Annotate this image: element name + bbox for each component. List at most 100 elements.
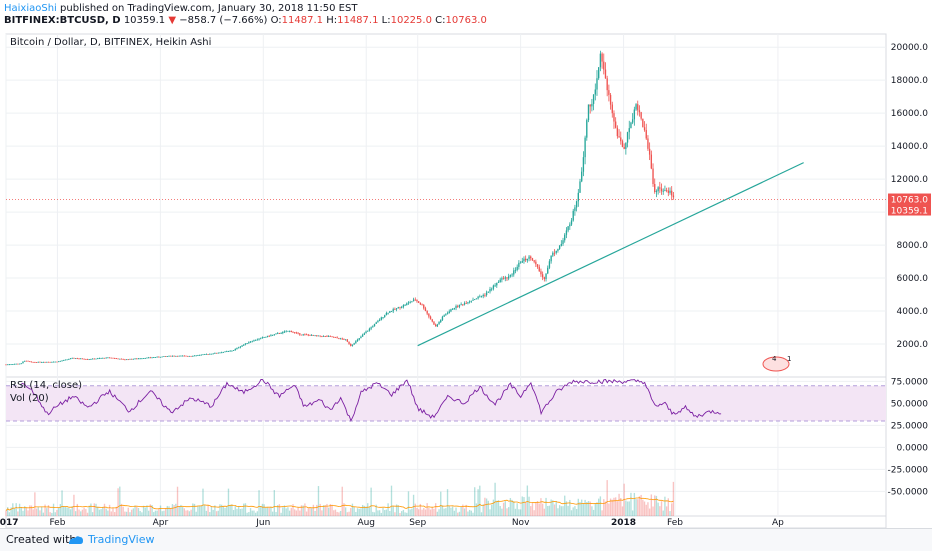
volume-bar <box>604 501 607 516</box>
volume-bar <box>185 510 187 516</box>
volume-bar <box>287 507 289 516</box>
volume-bar <box>550 499 552 516</box>
indicator-axis[interactable]: 75.0000 50.0000 25.0000 0.0000 -25.0000 -50.0… <box>888 377 929 497</box>
candle <box>122 358 124 360</box>
volume-bar <box>187 510 189 516</box>
volume-bar <box>558 505 561 516</box>
volume-bar <box>589 501 591 516</box>
volume-bar <box>156 510 158 516</box>
volume-bar <box>159 505 162 516</box>
volume-bar <box>662 510 664 516</box>
volume-bar <box>85 509 87 516</box>
candle <box>664 190 666 191</box>
volume-bar <box>626 501 629 516</box>
volume-bar <box>258 490 260 516</box>
volume-bar <box>411 508 413 516</box>
candle <box>268 335 270 337</box>
volume-bar <box>567 505 569 516</box>
candle <box>115 358 118 360</box>
chart-area[interactable]: 2000.04000.06000.08000.010000.012000.014… <box>0 28 932 528</box>
candle <box>237 347 240 349</box>
trendline[interactable] <box>417 162 804 347</box>
volume-bar <box>341 486 343 516</box>
volume-bar <box>260 506 262 516</box>
candle <box>642 118 644 128</box>
volume-bar <box>601 510 603 516</box>
volume-bar <box>127 507 129 516</box>
published-text: published on TradingView.com, January 30… <box>60 3 358 14</box>
volume-bar <box>564 495 566 516</box>
tradingview-brand-link[interactable]: TradingView <box>88 533 155 546</box>
volume-bar <box>584 499 586 516</box>
candle <box>558 245 561 249</box>
event-marker-icon[interactable] <box>762 356 790 372</box>
candle <box>506 277 508 279</box>
volume-bar <box>142 505 145 516</box>
candle <box>229 350 231 352</box>
candle <box>499 279 501 283</box>
chart-markers[interactable]: 4 1 <box>762 355 791 372</box>
candle <box>35 362 38 363</box>
candle <box>458 304 461 307</box>
candle <box>669 190 671 193</box>
candle <box>380 317 382 320</box>
candle <box>215 352 218 354</box>
candle <box>175 355 177 357</box>
candle <box>168 355 170 357</box>
volume-bar <box>592 509 595 516</box>
candle <box>134 358 136 360</box>
candle <box>193 355 196 357</box>
candle <box>154 357 157 358</box>
time-axis[interactable] <box>5 515 887 528</box>
candle <box>56 361 58 363</box>
candle <box>353 343 355 345</box>
volume-bar <box>370 487 372 516</box>
volume-bar <box>368 507 371 516</box>
candle <box>451 309 454 310</box>
candle <box>63 360 65 361</box>
vol-legend: Vol (20) <box>10 393 49 404</box>
high-label: H: <box>326 15 338 26</box>
candle <box>645 130 647 139</box>
candle <box>564 234 566 241</box>
candle <box>448 311 450 314</box>
volume-bar <box>353 507 355 516</box>
volume-bar <box>74 511 77 516</box>
candle <box>346 339 349 342</box>
volume-bar <box>322 505 325 516</box>
candle <box>144 358 146 359</box>
candle <box>485 292 488 296</box>
volume-bar <box>35 508 38 516</box>
candle <box>533 260 535 262</box>
candle <box>32 361 34 363</box>
volume-bar <box>479 485 481 516</box>
volume-bar <box>5 510 7 516</box>
volume-bar <box>170 507 172 516</box>
candle <box>47 361 50 363</box>
volume-bar <box>249 508 252 516</box>
candle <box>197 355 199 356</box>
candle <box>443 315 445 317</box>
candle <box>421 304 423 306</box>
volume-bar <box>217 510 219 516</box>
volume-bar <box>338 512 340 516</box>
candle <box>8 364 11 366</box>
candle <box>141 358 143 360</box>
volume-bar <box>672 481 675 516</box>
candle <box>508 276 510 279</box>
volume-bar <box>654 495 656 516</box>
volume-bar <box>533 510 535 516</box>
volume-bar <box>119 486 121 516</box>
volume-bar <box>480 512 483 516</box>
candle <box>521 261 523 263</box>
price-change: −858.7 (−7.66%) <box>179 15 268 26</box>
volume-bar <box>214 505 216 516</box>
price-pane[interactable] <box>5 33 887 378</box>
volume-bar <box>361 504 364 516</box>
candle <box>616 127 619 137</box>
time-tick-label: Aug <box>357 518 375 528</box>
candle <box>509 275 512 277</box>
volume-bar <box>609 498 612 516</box>
candle <box>406 303 408 306</box>
author-name[interactable]: HaixiaoShi <box>4 3 57 14</box>
